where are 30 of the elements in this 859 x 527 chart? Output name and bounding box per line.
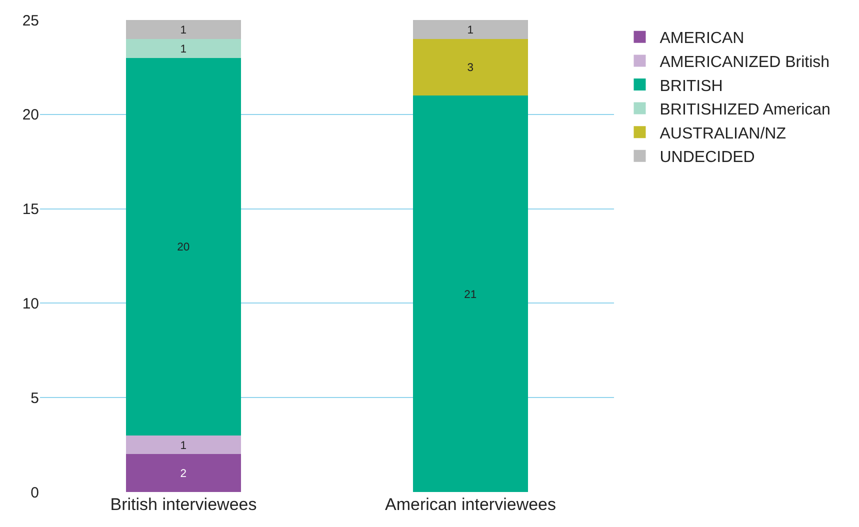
bar	[126, 20, 241, 39]
x-tick-label: British interviewees	[110, 495, 257, 514]
bar	[413, 96, 528, 492]
bar	[413, 38, 528, 96]
y-tick-label: 15	[22, 201, 39, 218]
y-tick-label: 20	[22, 106, 39, 124]
legend-label: AMERICANIZED British	[660, 54, 830, 71]
data-label: 21	[464, 288, 477, 301]
bar	[126, 454, 241, 492]
y-tick-label: 5	[30, 390, 39, 407]
legend-label: BRITISHIZED American	[660, 102, 830, 119]
bar	[413, 20, 528, 39]
data-label: 1	[180, 440, 187, 452]
data-label: 1	[467, 24, 474, 36]
data-label: 2	[180, 468, 187, 480]
legend-label: AMERICAN	[660, 30, 744, 48]
data-label: 1	[180, 43, 187, 56]
y-tick-label: 25	[22, 12, 39, 30]
y-tick-label: 0	[30, 484, 39, 502]
legend-label: BRITISH	[660, 78, 723, 95]
x-tick-label: American interviewees	[384, 495, 556, 514]
data-label: 1	[180, 24, 187, 36]
legend-label: AUSTRALIAN/NZ	[660, 125, 786, 142]
bar	[126, 38, 241, 58]
bar	[126, 58, 241, 436]
y-tick-label: 10	[22, 295, 39, 312]
legend-label: UNDECIDED	[660, 149, 755, 166]
data-label: 3	[467, 62, 474, 74]
bar	[126, 435, 241, 454]
data-label: 20	[177, 242, 190, 254]
